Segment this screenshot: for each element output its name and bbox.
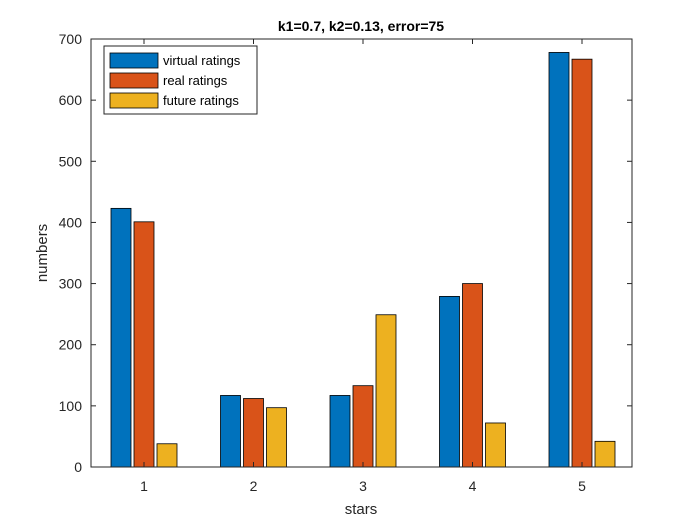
legend-label-3: future ratings [163,93,239,108]
bar-series-1-category-3 [329,395,351,468]
bar-series-1-category-4 [439,296,460,468]
y-tick-label: 100 [59,398,83,414]
x-axis-label: stars [345,501,378,518]
legend-swatch-3 [109,92,159,109]
axes-box [90,38,633,468]
x-tick-label: 4 [469,478,477,494]
y-tick-label: 600 [59,92,83,108]
y-tick-label: 300 [59,276,83,292]
y-axis-ticks: 0 100 200 300 400 500 600 700 [59,31,632,475]
bar-series-1-category-1 [110,207,132,468]
chart-title: k1=0.7, k2=0.13, error=75 [278,18,444,34]
y-tick-label: 700 [59,31,83,47]
x-axis-ticks: 1 2 3 4 5 [140,39,586,494]
x-tick-label: 3 [359,478,367,494]
legend-label-1: virtual ratings [163,53,241,68]
bar-series-1-category-5 [548,52,570,468]
bar-series-3-category-2 [266,407,287,468]
bar-series-2-category-4 [462,283,483,468]
legend-swatch-1 [109,52,159,69]
bar-series-2-category-2 [243,398,264,468]
y-axis-label: numbers [34,224,51,282]
y-tick-label: 200 [59,337,83,353]
x-tick-label: 5 [578,478,586,494]
bar-series-2-category-1 [133,221,155,468]
bar-series-2-category-3 [352,385,374,468]
bars-group [110,52,616,468]
bar-series-3-category-1 [156,443,178,468]
x-tick-label: 2 [250,478,258,494]
bar-series-3-category-5 [594,440,616,468]
legend-label-2: real ratings [163,73,228,88]
bar-series-3-category-4 [485,422,506,468]
bar-series-2-category-5 [571,58,593,468]
y-tick-label: 500 [59,153,83,169]
legend-swatch-2 [109,72,159,89]
y-tick-label: 400 [59,214,83,230]
bar-series-1-category-2 [220,395,241,468]
y-tick-label: 0 [74,459,82,475]
x-tick-label: 1 [140,478,148,494]
legend: virtual ratings real ratings future rating… [103,45,258,115]
bar-series-3-category-3 [375,314,397,468]
